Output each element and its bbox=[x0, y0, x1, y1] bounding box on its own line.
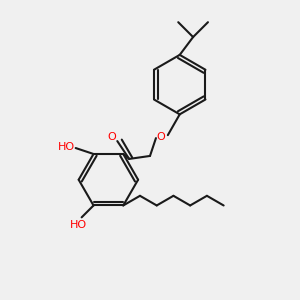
Text: HO: HO bbox=[70, 220, 87, 230]
Text: HO: HO bbox=[58, 142, 75, 152]
Text: O: O bbox=[156, 132, 165, 142]
Text: O: O bbox=[107, 132, 116, 142]
